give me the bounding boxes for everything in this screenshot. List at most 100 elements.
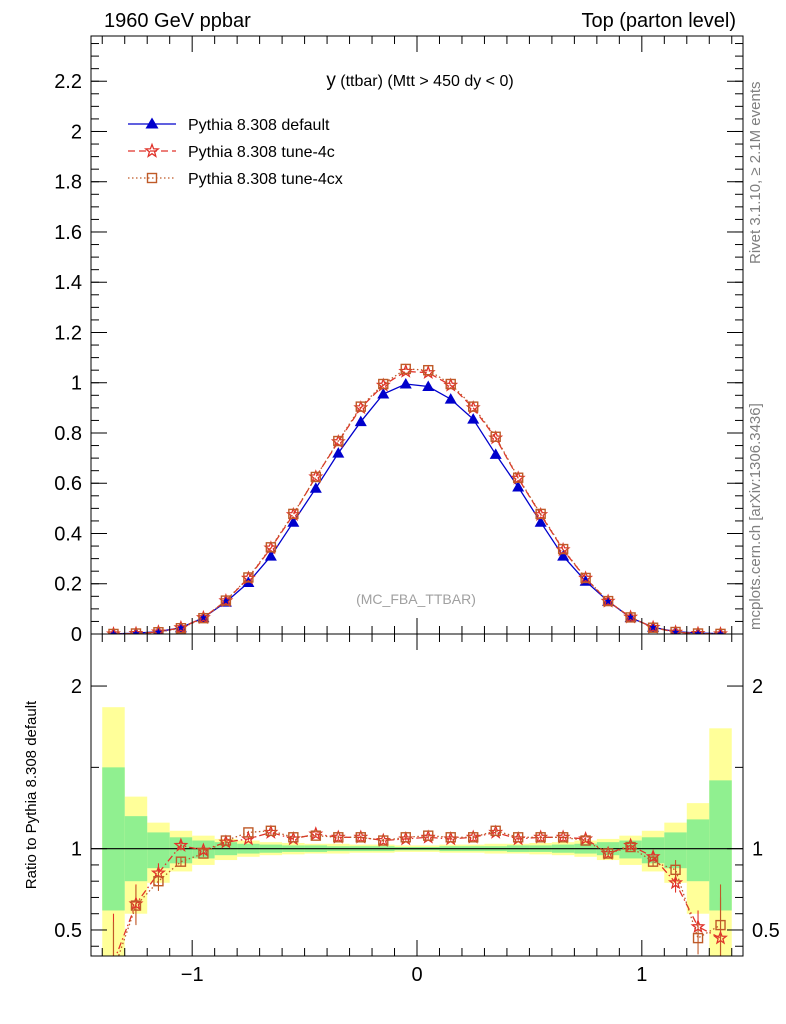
ratio-point-tune4cx: [378, 835, 389, 846]
xtick-label: 0: [411, 964, 422, 986]
ratio-point-tune4c: [645, 848, 661, 864]
legend: Pythia 8.308 default Pythia 8.308 tune-4…: [128, 117, 343, 188]
main-point-default: [512, 481, 525, 492]
ratio-point-tune4cx: [198, 848, 209, 859]
main-ytick-label: 0.2: [54, 574, 82, 596]
ratio-point-tune4cx: [265, 825, 277, 836]
main-point-tune4cx: [198, 612, 209, 624]
ratio-point-tune4c: [112, 954, 115, 956]
main-point-tune4cx: [602, 595, 614, 607]
main-ytick-label: 1.2: [54, 322, 82, 344]
legend-label-tune4cx: Pythia 8.308 tune-4cx: [188, 171, 343, 188]
ratio-point-tune4cx: [288, 832, 299, 843]
ratio-band-inner: [147, 832, 170, 869]
ratio-ylabel: Ratio to Pythia 8.308 default: [23, 700, 40, 889]
analysis-watermark: (MC_FBA_TTBAR): [356, 591, 476, 607]
main-point-tune4cx: [512, 472, 524, 483]
main-point-tune4cx: [400, 363, 411, 375]
ratio-point-tune4c: [173, 837, 189, 852]
main-point-default: [399, 377, 412, 389]
ratio-series-line-tune4c: [115, 831, 721, 956]
main-point-default: [332, 447, 345, 458]
ratio-point-tune4cx: [355, 832, 366, 843]
main-point-default: [670, 625, 681, 634]
plot-title-variable: y: [326, 70, 336, 91]
main-point-tune4cx: [378, 378, 389, 390]
xtick-label: 1: [636, 964, 647, 986]
main-point-default: [534, 516, 547, 527]
main-point-tune4cx: [220, 595, 232, 606]
ratio-point-tune4c: [713, 930, 728, 945]
ratio-ytick-label: 1: [71, 839, 82, 861]
main-point-tune4cx: [130, 628, 142, 634]
main-point-tune4cx: [153, 627, 164, 634]
main-point-tune4cx: [557, 543, 569, 555]
ratio-point-tune4cx: [715, 919, 726, 931]
ratio-band-inner: [709, 780, 732, 911]
header-left: 1960 GeV ppbar: [104, 10, 251, 32]
ratio-point-tune4cx: [310, 830, 322, 841]
main-point-default: [467, 413, 480, 424]
ratio-point-tune4cx: [692, 932, 704, 944]
main-point-default: [422, 380, 435, 392]
main-point-tune4cx: [175, 623, 187, 634]
main-point-default: [557, 550, 570, 561]
main-ytick-label: 0.6: [54, 473, 82, 495]
ratio-panel: 0.5 0.5 1 1 2 2 −1 0 1: [54, 633, 780, 986]
main-point-tune4cx: [647, 622, 659, 633]
ratio-point-tune4cx: [490, 825, 501, 836]
legend-entry-tune4cx: Pythia 8.308 tune-4cx: [128, 171, 343, 188]
rivet-version-label: Rivet 3.1.10, ≥ 2.1M events: [747, 82, 764, 265]
main-point-tune4cx: [333, 435, 344, 447]
main-ytick-label: 0: [71, 624, 82, 646]
ratio-point-tune4c: [667, 874, 684, 890]
legend-marker-default: [145, 117, 159, 129]
main-ytick-label: 2: [71, 121, 82, 143]
main-point-default: [489, 448, 502, 459]
ratio-point-tune4cx: [175, 856, 187, 867]
main-ytick-label: 1.8: [54, 172, 82, 194]
main-ytick-label: 0.8: [54, 423, 82, 445]
main-point-default: [132, 627, 140, 634]
main-ytick-label: 1.6: [54, 222, 82, 244]
ratio-point-tune4cx: [333, 832, 344, 843]
main-point-default: [309, 482, 322, 493]
legend-label-default: Pythia 8.308 default: [188, 117, 330, 134]
legend-marker-tune4cx: [146, 172, 158, 184]
main-ytick-label: 2.2: [54, 71, 82, 93]
legend-star-shape: [144, 142, 160, 158]
main-point-default: [287, 516, 300, 527]
ratio-point-tune4cx: [153, 875, 164, 887]
ratio-point-tune4cx: [670, 864, 681, 876]
main-point-tune4cx: [535, 508, 546, 520]
ratio-ytick-label-right: 1: [752, 839, 763, 861]
ratio-ytick-label-right: 2: [752, 676, 763, 698]
main-point-tune4cx: [310, 471, 322, 483]
ratio-point-tune4cx: [535, 832, 546, 843]
ratio-ytick-label-right: 0.5: [752, 920, 780, 942]
ratio-point-tune4cx: [423, 830, 434, 841]
mcplots-label: mcplots.cern.ch [arXiv:1306.3436]: [747, 403, 764, 630]
ratio-band-inner: [102, 767, 125, 911]
legend-label-tune4c: Pythia 8.308 tune-4c: [188, 144, 335, 161]
main-point-tune4cx: [445, 378, 456, 390]
main-point-default: [153, 625, 164, 634]
header-right: Top (parton level): [581, 10, 736, 32]
main-point-tune4cx: [625, 612, 636, 623]
xtick-label: −1: [181, 964, 204, 986]
main-point-tune4cx: [423, 364, 434, 376]
plot-title: y (ttbar) (Mtt > 450 dy < 0): [326, 70, 513, 91]
plot-title-detail: (ttbar) (Mtt > 450 dy < 0): [336, 73, 514, 90]
main-ytick-label: 1: [71, 373, 82, 395]
ratio-band-inner: [664, 832, 687, 869]
ratio-point-tune4cx: [625, 841, 636, 853]
ratio-point-tune4cx: [468, 832, 479, 843]
main-point-tune4cx: [580, 572, 591, 584]
main-point-default: [444, 393, 457, 404]
main-point-default: [264, 550, 277, 561]
ratio-point-tune4cx: [130, 900, 142, 911]
ratio-point-tune4cx: [647, 856, 659, 867]
ratio-point-tune4cx: [445, 832, 456, 843]
ratio-point-tune4cx: [602, 848, 614, 859]
